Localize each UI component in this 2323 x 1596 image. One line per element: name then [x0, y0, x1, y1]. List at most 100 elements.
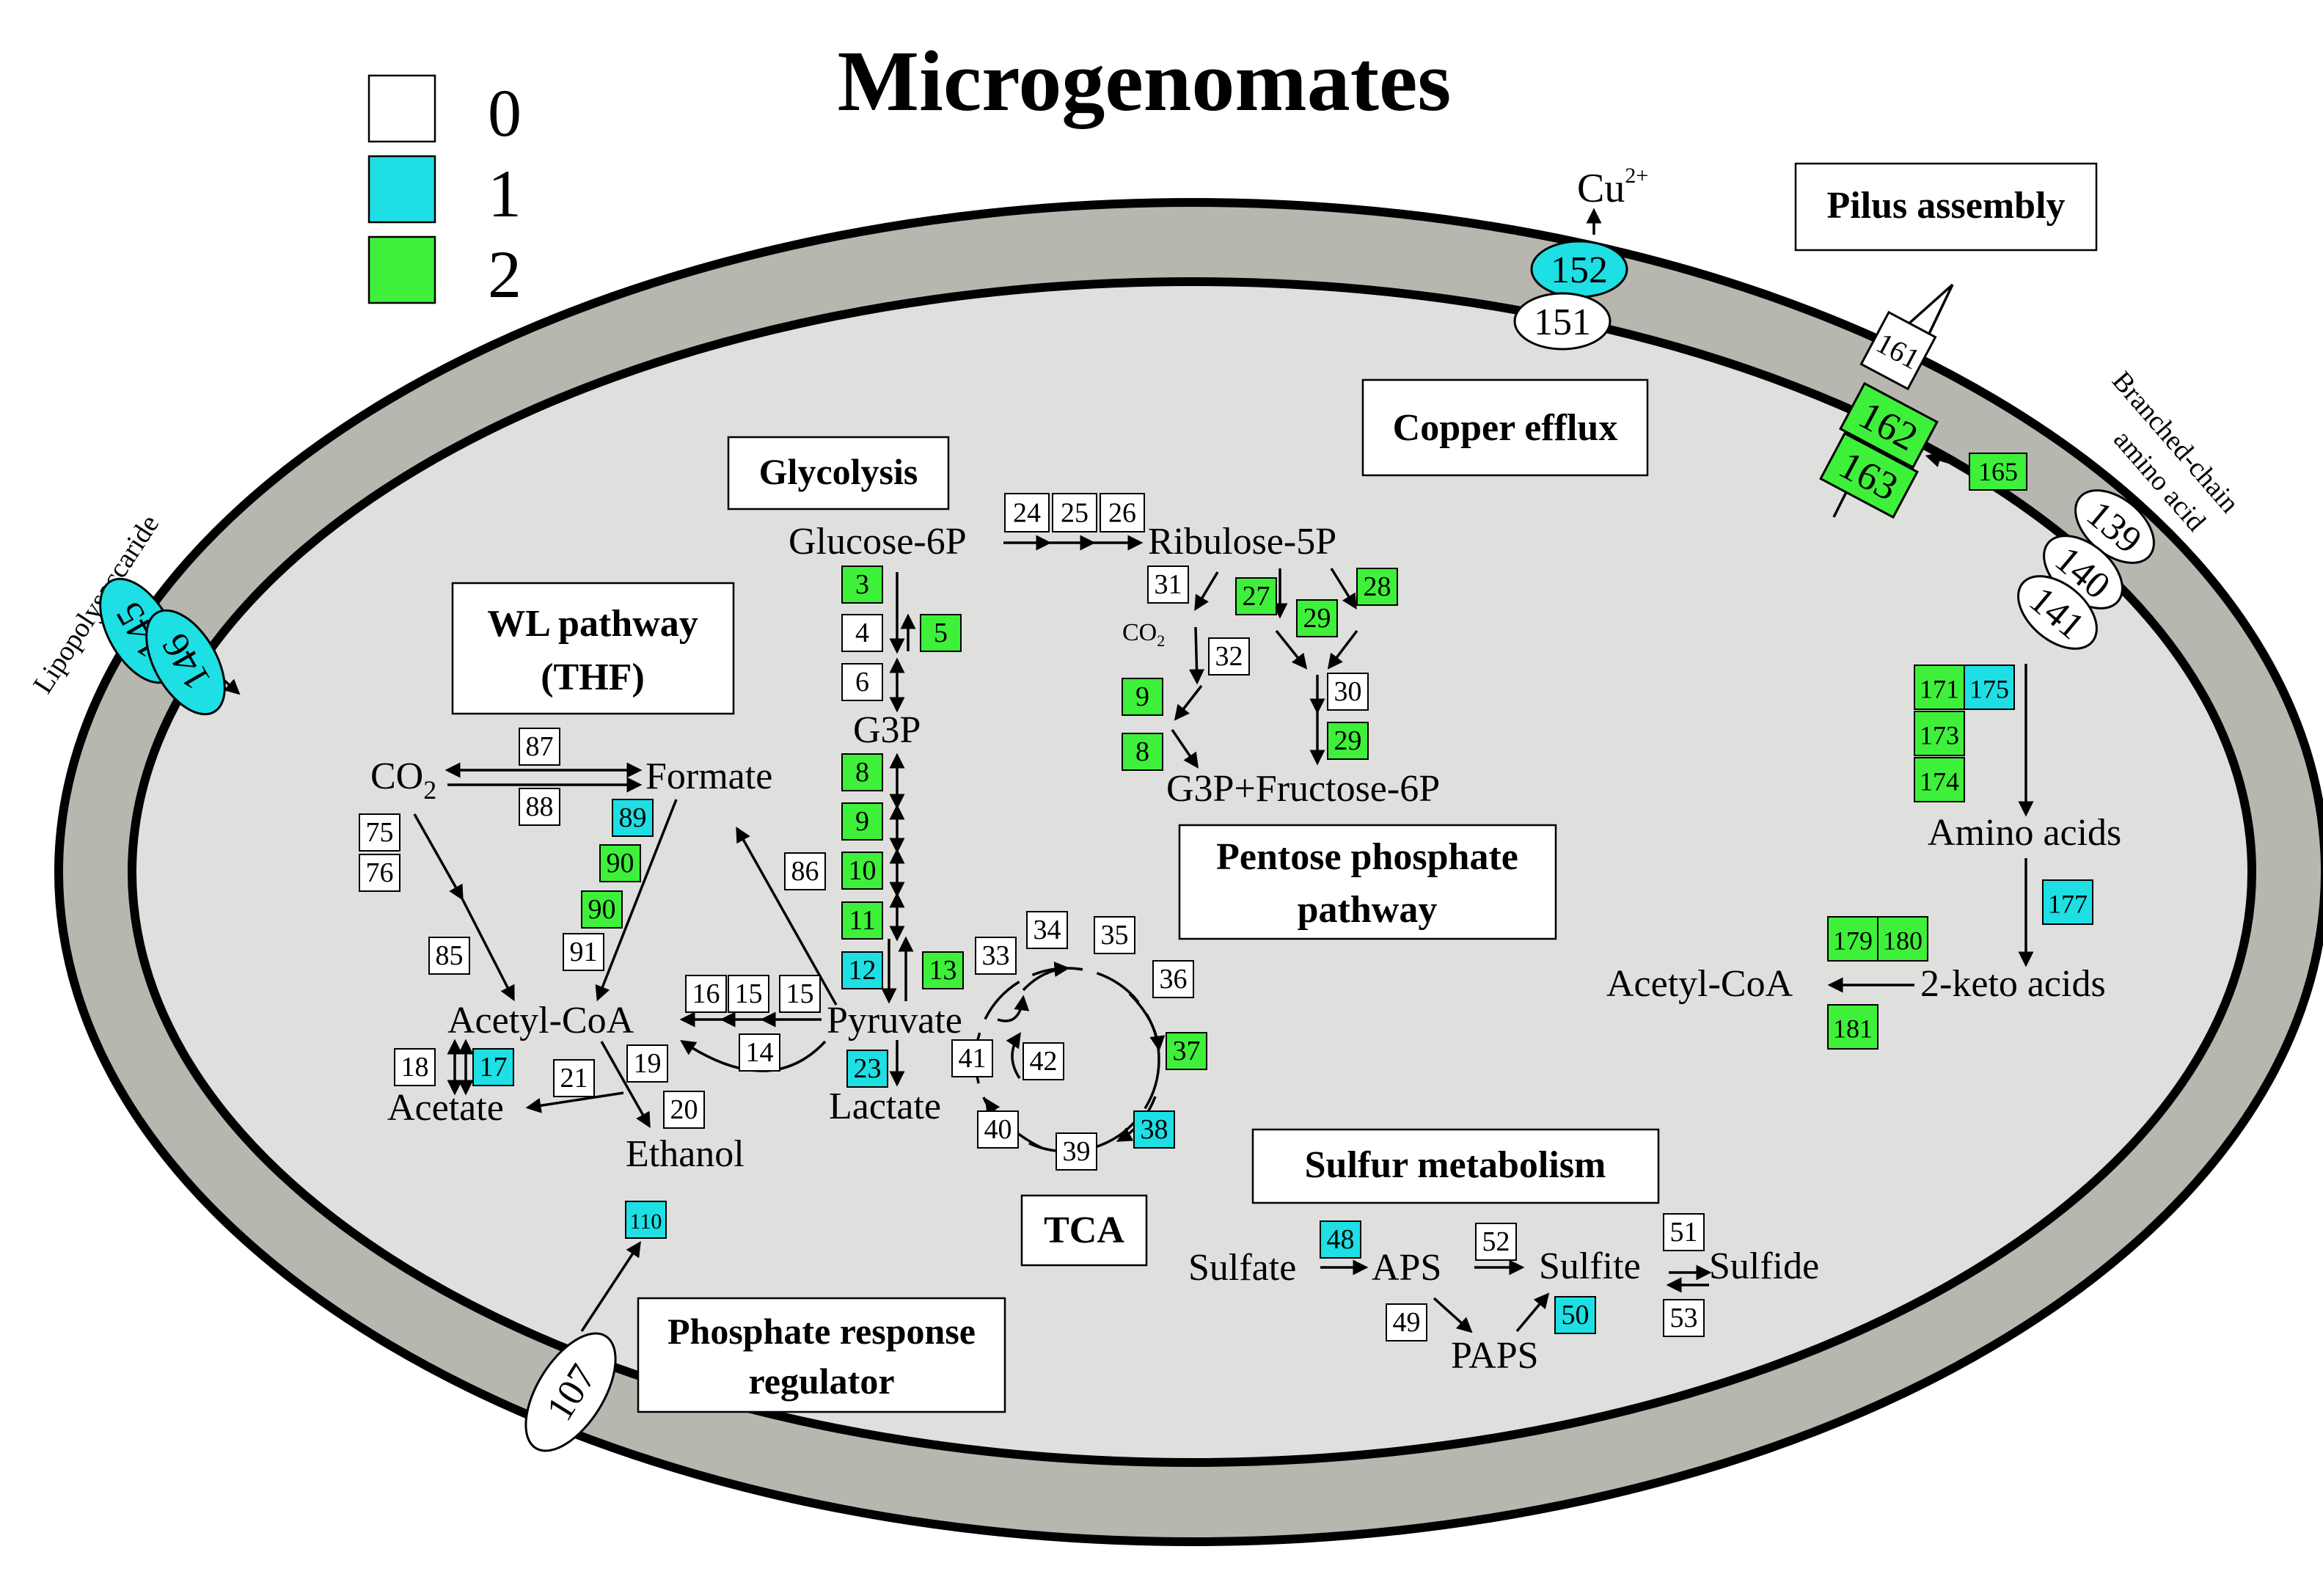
gene-box-bg — [394, 1048, 436, 1086]
gene-box-14: 14 — [739, 1033, 780, 1072]
gene-box-9: 9 — [1122, 678, 1163, 716]
gene-box-173: 173 — [1914, 711, 1965, 756]
gene-box-label: 9 — [855, 806, 869, 837]
gene-box-12: 12 — [841, 951, 883, 989]
gene-box-24: 24 — [1004, 493, 1050, 532]
gene-box-bg — [626, 1044, 668, 1083]
gene-box-28: 28 — [1356, 568, 1398, 606]
reaction-arrows — [215, 208, 2034, 1333]
met-2-keto-acids: 2-keto acids — [1920, 963, 2106, 1005]
section-ppp-label-1: Pentose phosphate — [1216, 836, 1518, 878]
gene-box-88: 88 — [519, 788, 560, 826]
gene-box-23: 23 — [846, 1050, 888, 1088]
gene-box-label: 17 — [480, 1052, 508, 1083]
gene-box-26: 26 — [1100, 493, 1145, 532]
gene-box-label: 39 — [1063, 1136, 1091, 1167]
gene-box-label: 5 — [934, 618, 948, 648]
gene-box-label: 51 — [1670, 1217, 1698, 1248]
gene-box-34: 34 — [1026, 911, 1068, 949]
section-wl-label-2: (THF) — [541, 656, 645, 698]
gene-box-52: 52 — [1475, 1223, 1517, 1261]
gene-box-label: 10 — [849, 855, 877, 886]
gene-box-bg — [975, 937, 1017, 975]
gene-box-bg — [1964, 665, 2015, 710]
section-ppp-label-2: pathway — [1298, 889, 1438, 931]
gene-box-label: 181 — [1833, 1014, 1873, 1043]
gene-box-bg — [428, 937, 470, 975]
gene-box-bg — [1663, 1299, 1705, 1337]
gene-box-label: 29 — [1334, 725, 1362, 756]
gene-box-label: 18 — [401, 1052, 429, 1083]
gene-box-bg — [1554, 1296, 1596, 1334]
gene-box-bg — [841, 753, 883, 791]
met-ethanol: Ethanol — [626, 1133, 745, 1175]
gene-box-label: 21 — [560, 1063, 588, 1094]
transporter-shape — [524, 1332, 617, 1452]
met-pyruvate: Pyruvate — [827, 1000, 962, 1042]
gene-box-label: 75 — [366, 817, 394, 848]
met-aps: APS — [1372, 1247, 1441, 1289]
gene-box-label: 86 — [791, 856, 819, 887]
gene-box-37: 37 — [1166, 1032, 1207, 1070]
gene-box-bg — [1296, 599, 1338, 637]
diagram-title: Microgenomates — [838, 33, 1452, 129]
gene-box-bg — [841, 901, 883, 940]
gene-box-bg — [1914, 711, 1965, 756]
gene-box-bg — [1056, 1132, 1097, 1171]
gene-box-18: 18 — [394, 1048, 436, 1086]
gene-box-label: 87 — [526, 731, 554, 762]
gene-box-bg — [581, 890, 623, 929]
gene-box-48: 48 — [1320, 1220, 1361, 1259]
gene-box-label: 36 — [1160, 964, 1188, 995]
section-tca-label: TCA — [1044, 1209, 1124, 1251]
gene-box-bg — [1026, 911, 1068, 949]
gene-box-86: 86 — [784, 852, 826, 890]
gene-box-53: 53 — [1663, 1299, 1705, 1337]
gene-box-label: 53 — [1670, 1303, 1698, 1333]
transporter-141: 141 — [2017, 575, 2098, 650]
gene-box-bg — [563, 933, 604, 971]
gene-box-bg — [1133, 1110, 1175, 1149]
gene-box-label: 85 — [436, 940, 464, 971]
gene-box-bg — [841, 565, 883, 604]
gene-box-bg — [1327, 722, 1369, 760]
met-acetate: Acetate — [387, 1087, 504, 1129]
gene-box-177: 177 — [2042, 879, 2093, 925]
gene-box-11: 11 — [841, 901, 883, 940]
gene-box-bg — [784, 852, 826, 890]
gene-box-label: 30 — [1334, 676, 1362, 707]
gene-box-bg — [612, 799, 654, 837]
section-pilus-label: Pilus assembly — [1826, 185, 2065, 227]
gene-box-110: 110 — [625, 1201, 667, 1239]
gene-box-label: 42 — [1030, 1046, 1058, 1077]
gene-box-label: 12 — [849, 955, 877, 986]
section-tca: TCA — [1020, 1194, 1148, 1267]
transporter-shape — [1513, 292, 1612, 351]
gene-box-8: 8 — [1122, 733, 1163, 771]
gene-box-label: 27 — [1243, 581, 1270, 612]
met-g3p: G3P — [853, 709, 921, 751]
gene-box-bg — [922, 951, 964, 989]
gene-box-label: 76 — [366, 857, 394, 888]
gene-box-label: 3 — [855, 569, 869, 600]
met-ribulose-5p: Ribulose-5P — [1148, 521, 1336, 563]
section-sulfur: Sulfur metabolism — [1251, 1128, 1660, 1204]
gene-box-bg — [359, 854, 400, 892]
gene-box-bg — [625, 1201, 667, 1239]
met-co2-small: CO2 — [1122, 619, 1165, 650]
gene-box-30: 30 — [1327, 673, 1369, 711]
gene-box-179: 179 — [1827, 916, 1878, 962]
gene-box-bg — [977, 1110, 1019, 1149]
gene-box-bg — [1166, 1032, 1207, 1070]
gene-box-20: 20 — [663, 1091, 705, 1129]
gene-box-27: 27 — [1235, 577, 1277, 615]
legend-swatch-2 — [367, 235, 436, 304]
gene-box-76: 76 — [359, 854, 400, 892]
pilus-gene-shape — [1839, 381, 1939, 469]
gene-box-bg — [739, 1033, 780, 1072]
gene-box-bg — [1320, 1220, 1361, 1259]
transporter-151: 151 — [1513, 292, 1612, 351]
gene-box-label: 31 — [1155, 569, 1182, 600]
met-sulfide: Sulfide — [1709, 1245, 1819, 1287]
